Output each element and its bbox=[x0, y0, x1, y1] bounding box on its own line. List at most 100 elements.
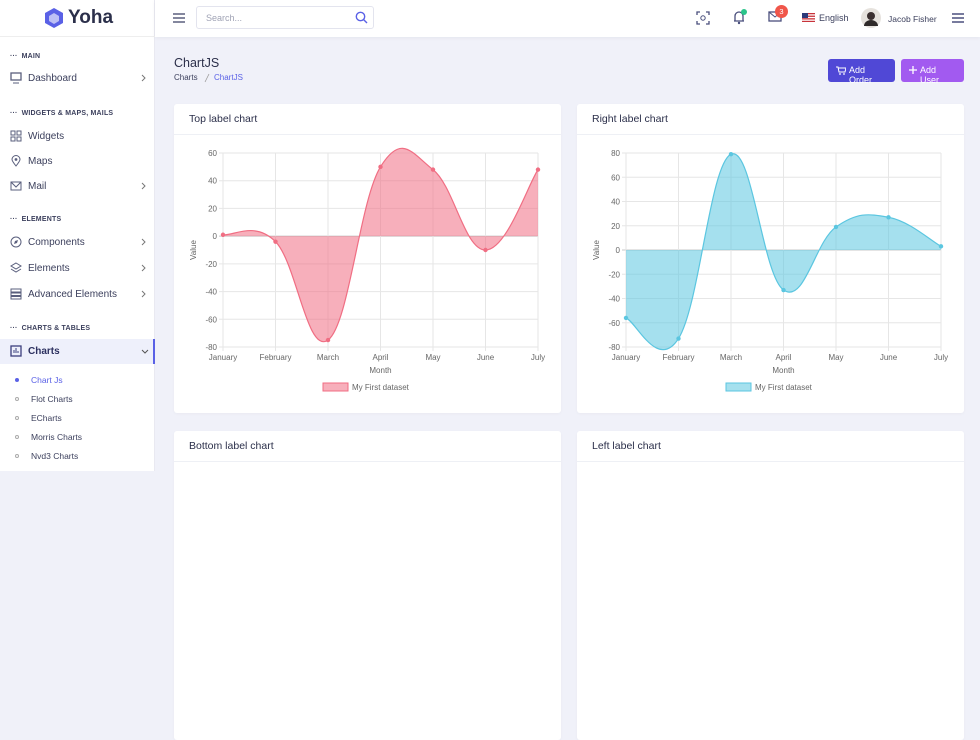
nav-item[interactable]: Widgets bbox=[28, 131, 65, 142]
x-tick-label: March bbox=[317, 353, 339, 362]
legend-label: My First dataset bbox=[352, 383, 410, 392]
submenu-item[interactable]: Flot Charts bbox=[31, 394, 73, 404]
chevron bbox=[141, 74, 146, 82]
icon bbox=[10, 236, 22, 248]
submenu-item[interactable]: Morris Charts bbox=[31, 432, 83, 442]
breadcrumb-separator bbox=[204, 73, 210, 83]
point bbox=[378, 164, 383, 170]
y-axis-label: Value bbox=[189, 240, 198, 260]
y-tick-label: -80 bbox=[608, 343, 620, 352]
x-tick-label: May bbox=[425, 353, 440, 362]
card-title: Bottom label chart bbox=[189, 440, 274, 452]
button[interactable]: Add User bbox=[901, 59, 964, 85]
y-tick-label: -20 bbox=[608, 270, 620, 279]
nav-item[interactable]: Advanced Elements bbox=[28, 289, 117, 300]
mail-badge: 3 bbox=[775, 5, 788, 18]
point bbox=[273, 239, 278, 244]
bullet bbox=[15, 397, 19, 401]
y-tick-label: 0 bbox=[213, 232, 218, 241]
y-tick-label: -80 bbox=[205, 343, 217, 352]
x-tick-label: June bbox=[880, 353, 898, 362]
x-axis-label: Month bbox=[772, 366, 794, 375]
submenu-item[interactable]: ECharts bbox=[31, 413, 62, 423]
flag-icon bbox=[802, 13, 815, 22]
icon bbox=[10, 262, 22, 273]
x-tick-label: February bbox=[662, 353, 694, 362]
nav-item[interactable]: Mail bbox=[28, 181, 47, 192]
brand[interactable]: Yoha bbox=[0, 0, 155, 37]
point bbox=[781, 287, 786, 293]
plus-icon bbox=[909, 66, 917, 74]
submenu-item[interactable]: Chart Js bbox=[31, 375, 63, 385]
y-tick-label: 20 bbox=[611, 222, 620, 231]
fullscreen-icon[interactable] bbox=[696, 11, 710, 25]
y-tick-label: 20 bbox=[208, 204, 217, 213]
y-tick-label: -20 bbox=[205, 260, 217, 269]
x-axis-label: Month bbox=[369, 366, 391, 375]
chevron bbox=[141, 182, 146, 190]
y-tick-label: 40 bbox=[611, 198, 620, 207]
y-tick-label: 40 bbox=[208, 177, 217, 186]
card-divider bbox=[174, 134, 561, 135]
bullet bbox=[15, 454, 19, 458]
x-tick-label: January bbox=[209, 353, 237, 362]
point bbox=[938, 244, 944, 249]
point bbox=[623, 315, 629, 321]
card-title: Left label chart bbox=[592, 440, 661, 452]
section-heading: WIDGETS & MAPS, MAILS bbox=[10, 110, 114, 117]
nav-item[interactable]: Charts bbox=[28, 346, 60, 357]
x-tick-label: April bbox=[372, 353, 388, 362]
chevron bbox=[141, 349, 149, 354]
point bbox=[728, 152, 734, 157]
y-tick-label: -40 bbox=[205, 288, 217, 297]
search-icon[interactable] bbox=[355, 11, 368, 24]
legend-label: My First dataset bbox=[755, 383, 813, 392]
chart-card: Right label chart -80 -60 -40 -20 0 20 40 60 80 Ja… bbox=[577, 104, 964, 413]
chart: -80 -60 -40 -20 0 20 40 60 80 January February Marc… bbox=[592, 149, 948, 392]
legend-swatch bbox=[725, 382, 752, 392]
button[interactable]: Add Order bbox=[828, 59, 895, 85]
settings-toggle[interactable] bbox=[952, 13, 964, 23]
y-tick-label: 80 bbox=[611, 149, 620, 158]
point bbox=[220, 232, 226, 237]
card-divider bbox=[577, 461, 964, 462]
menu-toggle[interactable] bbox=[173, 13, 185, 23]
nav-item[interactable]: Elements bbox=[28, 263, 70, 274]
y-tick-label: -40 bbox=[608, 295, 620, 304]
submenu-item[interactable]: Nvd3 Charts bbox=[31, 451, 79, 461]
chart-card: Top label chart -80 -60 -40 -20 0 20 40 60 Januar… bbox=[174, 104, 561, 413]
nav-item[interactable]: Dashboard bbox=[28, 73, 77, 84]
point bbox=[676, 336, 681, 341]
chevron bbox=[141, 264, 146, 272]
header: Search... 3 English Jacob Fisher bbox=[155, 0, 980, 37]
x-tick-label: March bbox=[720, 353, 742, 362]
section-heading: CHARTS & TABLES bbox=[10, 325, 90, 332]
point bbox=[430, 167, 436, 172]
chevron bbox=[141, 290, 146, 298]
y-tick-label: 0 bbox=[616, 246, 621, 255]
area bbox=[223, 148, 538, 342]
point bbox=[886, 215, 891, 220]
nav-item[interactable]: Maps bbox=[28, 156, 53, 167]
x-tick-label: February bbox=[259, 353, 291, 362]
section-heading: ELEMENTS bbox=[10, 216, 62, 223]
nav-item[interactable]: Components bbox=[28, 237, 85, 248]
y-tick-label: 60 bbox=[611, 173, 620, 182]
active-row bbox=[0, 339, 155, 364]
x-tick-label: April bbox=[775, 353, 791, 362]
x-tick-label: June bbox=[477, 353, 495, 362]
y-tick-label: -60 bbox=[608, 319, 620, 328]
user-name[interactable]: Jacob Fisher bbox=[888, 14, 937, 24]
icon bbox=[10, 345, 22, 357]
card-divider bbox=[174, 461, 561, 462]
language[interactable]: English bbox=[819, 13, 849, 23]
x-tick-label: May bbox=[828, 353, 843, 362]
chevron bbox=[141, 238, 146, 246]
search-input[interactable]: Search... bbox=[196, 6, 374, 29]
x-tick-label: July bbox=[934, 353, 948, 362]
notification-icon[interactable] bbox=[732, 8, 748, 25]
page: Yoha MAIN Dashboard WIDGETS & MAPS, MAIL… bbox=[0, 0, 980, 471]
avatar[interactable] bbox=[861, 8, 881, 28]
icon bbox=[10, 72, 22, 84]
breadcrumb[interactable]: Charts bbox=[174, 73, 198, 82]
